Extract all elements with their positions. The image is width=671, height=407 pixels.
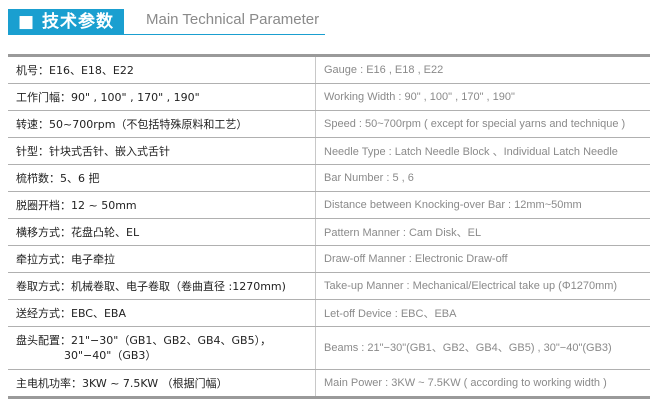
param-en: Bar Number : 5 , 6 [315, 164, 650, 192]
param-cn-text: 工作门幅：90" , 100" , 170" , 190" [16, 91, 200, 104]
param-cn: 横移方式：花盘凸轮、EL [8, 218, 316, 246]
table-row: 机号：E16、E18、E22 Gauge : E16 , E18 , E22 [8, 55, 650, 84]
param-cn-text: 送经方式：EBC、EBA [16, 307, 127, 320]
param-cn: 送经方式：EBC、EBA [8, 299, 316, 327]
param-cn: 脱圈开档：12 ~ 50mm [8, 191, 316, 219]
param-cn-text: 针型：针块式舌针、嵌入式舌针 [16, 145, 170, 158]
param-cn: 工作门幅：90" , 100" , 170" , 190" [8, 83, 316, 111]
param-cn-text: 横移方式：花盘凸轮、EL [16, 226, 140, 239]
table-row: 梳栉数：5、6 把 Bar Number : 5 , 6 [8, 164, 650, 192]
param-en: Needle Type : Latch Needle Block 、Indivi… [315, 137, 650, 165]
param-en: Draw-off Manner : Electronic Draw-off [315, 245, 650, 273]
param-cn-text: 机号：E16、E18、E22 [16, 64, 134, 77]
param-en: Speed : 50~700rpm ( except for special y… [315, 110, 650, 138]
table-row: 送经方式：EBC、EBA Let-off Device : EBC、EBA [8, 299, 650, 327]
param-cn-text: 主电机功率：3KW ~ 7.5KW （根据门幅） [16, 377, 228, 390]
param-en: Pattern Manner : Cam Disk、EL [315, 218, 650, 246]
table-row: 卷取方式：机械卷取、电子卷取（卷曲直径 :1270mm) Take-up Mann… [8, 272, 650, 300]
param-cn: 机号：E16、E18、E22 [8, 55, 316, 84]
param-cn: 转速：50~700rpm（不包括特殊原料和工艺） [8, 110, 316, 138]
table-row: 工作门幅：90" , 100" , 170" , 190" Working Wid… [8, 83, 650, 111]
table-row: 主电机功率：3KW ~ 7.5KW （根据门幅） Main Power : 3KW… [8, 369, 650, 398]
param-cn-text-2: 30"−40"（GB3） [64, 349, 157, 362]
table-row: 盘头配置：21"−30"（GB1、GB2、GB4、GB5）， 30"−40"（GB… [8, 326, 650, 370]
param-cn: 针型：针块式舌针、嵌入式舌针 [8, 137, 316, 165]
title-underline [124, 34, 325, 35]
section-title: ■ 技术参数 [8, 9, 124, 35]
table-row: 横移方式：花盘凸轮、EL Pattern Manner : Cam Disk、EL [8, 218, 650, 246]
param-cn-text: 牵拉方式：电子牵拉 [16, 253, 115, 266]
param-cn: 主电机功率：3KW ~ 7.5KW （根据门幅） [8, 369, 316, 398]
param-cn: 梳栉数：5、6 把 [8, 164, 316, 192]
param-cn-text: 盘头配置：21"−30"（GB1、GB2、GB4、GB5）， [16, 334, 272, 347]
param-en: Let-off Device : EBC、EBA [315, 299, 650, 327]
parameter-table: 机号：E16、E18、E22 Gauge : E16 , E18 , E22 工作门… [8, 54, 650, 399]
param-en: Distance between Knocking-over Bar : 12m… [315, 191, 650, 219]
param-cn: 盘头配置：21"−30"（GB1、GB2、GB4、GB5）， 30"−40"（GB… [8, 326, 316, 370]
param-cn: 卷取方式：机械卷取、电子卷取（卷曲直径 :1270mm) [8, 272, 316, 300]
table-row: 脱圈开档：12 ~ 50mm Distance between Knocking-… [8, 191, 650, 219]
param-cn-text: 梳栉数：5、6 把 [16, 172, 100, 185]
param-en: Gauge : E16 , E18 , E22 [315, 55, 650, 84]
param-en: Beams : 21"−30"(GB1、GB2、GB4、GB5) , 30"−4… [315, 326, 650, 370]
section-subtitle: Main Technical Parameter [146, 11, 320, 28]
param-cn-text: 脱圈开档：12 ~ 50mm [16, 199, 137, 212]
param-cn: 牵拉方式：电子牵拉 [8, 245, 316, 273]
table-row: 针型：针块式舌针、嵌入式舌针 Needle Type : Latch Needle… [8, 137, 650, 165]
param-cn-text: 卷取方式：机械卷取、电子卷取（卷曲直径 :1270mm) [16, 280, 286, 293]
param-en: Working Width : 90" , 100" , 170" , 190" [315, 83, 650, 111]
param-en: Main Power : 3KW ~ 7.5KW ( according to … [324, 377, 607, 389]
param-en: Take-up Manner : Mechanical/Electrical t… [315, 272, 650, 300]
table-row: 牵拉方式：电子牵拉 Draw-off Manner : Electronic Dr… [8, 245, 650, 273]
param-cn-text: 转速：50~700rpm（不包括特殊原料和工艺） [16, 118, 248, 131]
table-row: 转速：50~700rpm（不包括特殊原料和工艺） Speed : 50~700rp… [8, 110, 650, 138]
